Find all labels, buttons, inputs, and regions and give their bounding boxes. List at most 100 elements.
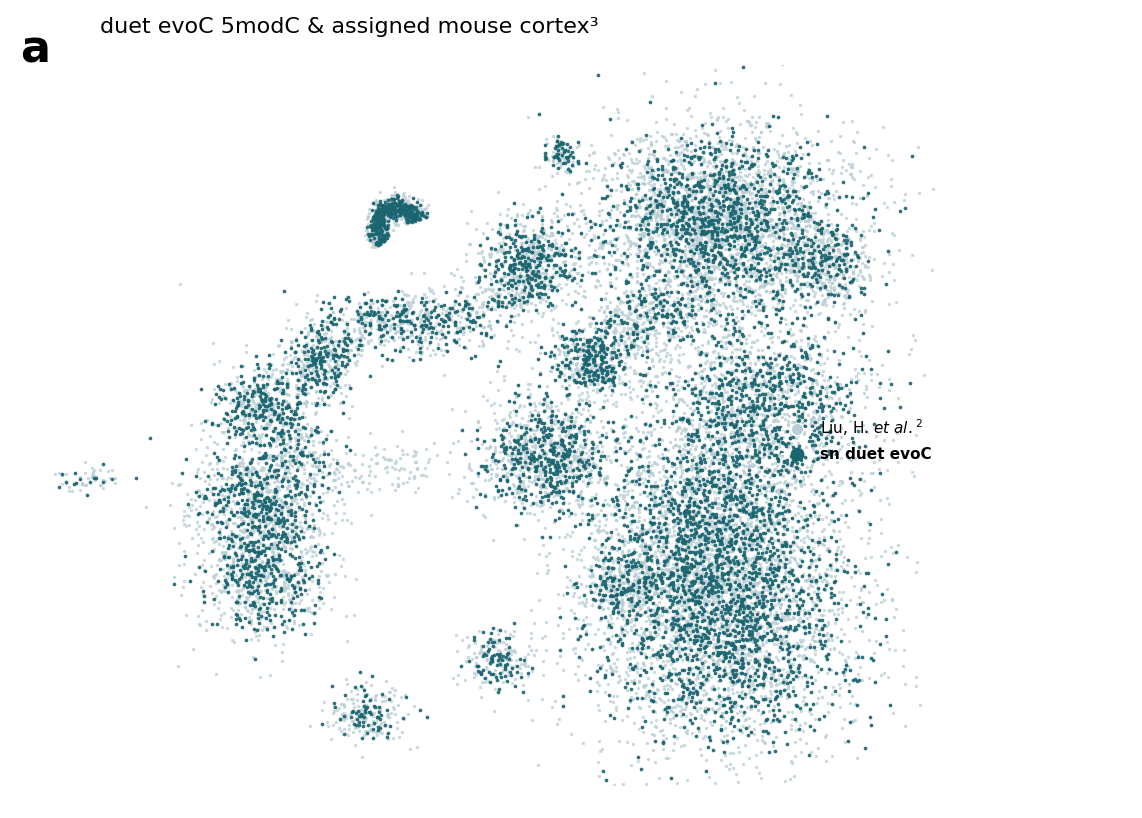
Point (803, 676, 821, 690)
Point (468, 466, 486, 479)
Point (259, 495, 278, 508)
Point (785, 339, 803, 353)
Point (713, 579, 731, 592)
Point (271, 492, 289, 505)
Point (726, 614, 745, 627)
Point (258, 511, 276, 524)
Point (642, 205, 660, 218)
Point (708, 657, 726, 670)
Point (700, 547, 718, 560)
Point (448, 677, 466, 690)
Point (673, 412, 691, 425)
Point (699, 271, 717, 284)
Point (194, 491, 212, 504)
Point (699, 665, 717, 678)
Point (759, 608, 778, 621)
Point (491, 220, 509, 233)
Point (590, 515, 609, 528)
Point (578, 412, 596, 425)
Point (775, 505, 794, 518)
Point (715, 470, 733, 483)
Point (804, 455, 822, 468)
Point (661, 623, 679, 636)
Point (756, 157, 774, 170)
Point (554, 146, 572, 159)
Point (556, 249, 574, 262)
Point (491, 648, 509, 661)
Point (549, 144, 568, 157)
Point (749, 281, 767, 294)
Point (619, 235, 637, 248)
Point (714, 296, 732, 309)
Point (521, 391, 539, 404)
Point (641, 191, 659, 204)
Point (681, 443, 699, 456)
Point (653, 230, 671, 243)
Point (653, 605, 671, 618)
Point (403, 203, 421, 216)
Point (780, 216, 798, 229)
Point (745, 335, 763, 348)
Point (703, 479, 722, 492)
Point (806, 234, 825, 247)
Point (520, 254, 538, 267)
Point (279, 527, 297, 540)
Point (691, 346, 709, 359)
Point (282, 364, 300, 377)
Point (668, 597, 686, 610)
Point (268, 479, 287, 492)
Point (300, 571, 319, 584)
Point (691, 662, 709, 675)
Point (703, 160, 722, 173)
Point (677, 199, 695, 212)
Point (546, 301, 564, 314)
Point (798, 148, 817, 161)
Point (742, 675, 761, 688)
Point (612, 587, 630, 600)
Point (522, 603, 540, 616)
Point (665, 196, 683, 209)
Point (787, 250, 805, 263)
Point (306, 407, 324, 420)
Point (624, 288, 642, 301)
Point (279, 582, 297, 595)
Point (531, 252, 549, 265)
Point (665, 465, 683, 479)
Point (461, 308, 480, 321)
Point (594, 250, 612, 263)
Point (280, 474, 298, 488)
Point (518, 258, 537, 272)
Point (686, 565, 705, 578)
Point (735, 372, 754, 385)
Point (657, 537, 675, 551)
Point (175, 517, 193, 530)
Point (287, 513, 305, 526)
Point (701, 156, 719, 169)
Point (273, 418, 291, 431)
Point (880, 497, 899, 510)
Point (365, 216, 384, 229)
Point (753, 215, 771, 228)
Point (361, 220, 379, 233)
Point (646, 500, 665, 513)
Point (289, 360, 307, 373)
Point (533, 530, 552, 543)
Point (376, 213, 394, 227)
Point (272, 508, 290, 521)
Point (624, 491, 642, 504)
Point (834, 380, 852, 393)
Point (548, 140, 566, 153)
Point (748, 513, 766, 526)
Point (687, 566, 706, 579)
Point (706, 516, 724, 529)
Point (288, 398, 306, 411)
Point (755, 649, 773, 663)
Point (363, 722, 381, 735)
Point (675, 491, 693, 504)
Point (719, 375, 738, 389)
Point (363, 228, 381, 241)
Point (278, 446, 296, 459)
Point (753, 531, 771, 544)
Point (756, 404, 774, 417)
Point (250, 603, 268, 616)
